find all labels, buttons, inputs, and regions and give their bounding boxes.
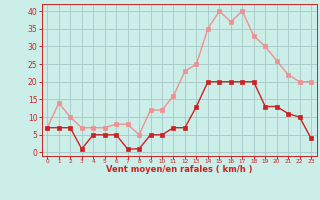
- X-axis label: Vent moyen/en rafales ( km/h ): Vent moyen/en rafales ( km/h ): [106, 165, 252, 174]
